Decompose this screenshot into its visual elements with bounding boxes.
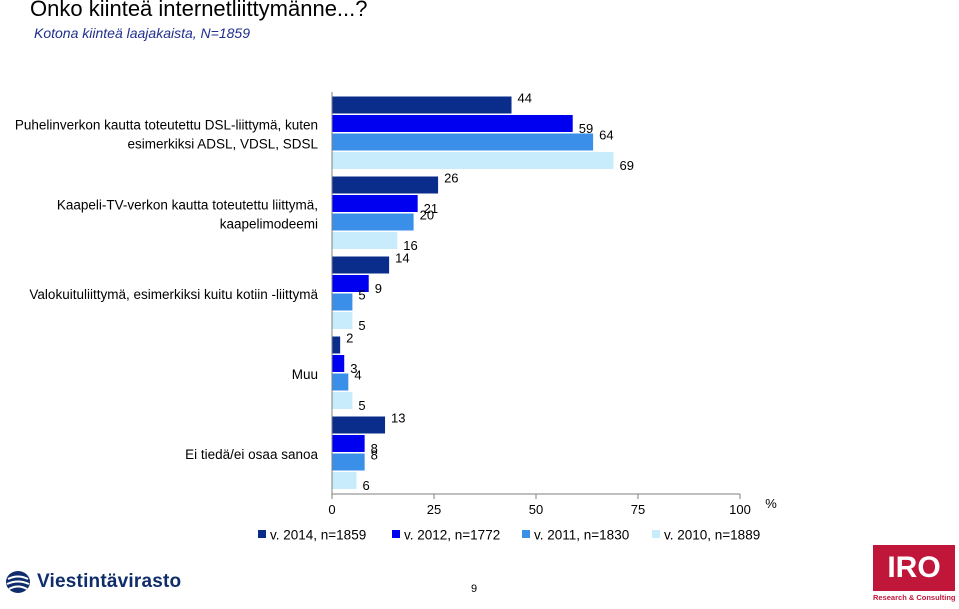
iro-logo-tagline: Research & Consulting <box>873 593 956 602</box>
bar <box>332 435 365 452</box>
legend-swatch <box>652 530 660 538</box>
bar <box>332 416 386 434</box>
legend-swatch <box>258 530 266 538</box>
bar-value-label: 6 <box>362 478 369 493</box>
bar-value-label: 5 <box>358 318 365 333</box>
bar-value-label: 2 <box>346 331 353 346</box>
bar-value-label: 69 <box>620 158 634 173</box>
bar-value-label: 8 <box>371 441 378 456</box>
bar-value-label: 26 <box>444 171 458 186</box>
bar-value-label: 13 <box>391 411 405 426</box>
bar <box>332 176 439 194</box>
bar-value-label: 14 <box>395 251 409 266</box>
bar-value-label: 4 <box>354 368 361 383</box>
bar-value-label: 64 <box>599 128 613 143</box>
bar-value-label: 44 <box>518 91 532 106</box>
legend-swatch <box>392 530 400 538</box>
x-tick-label: 100 <box>729 502 751 517</box>
bar-value-label: 8 <box>371 448 378 463</box>
category-label: kaapelimodeemi <box>220 217 318 232</box>
viestintavirasto-logo: Viestintävirasto <box>5 570 181 594</box>
bar-value-label: 5 <box>358 288 365 303</box>
bar <box>332 392 353 409</box>
bar <box>332 312 353 329</box>
legend-label: v. 2012, n=1772 <box>404 528 500 543</box>
iro-logo-mark: IRO <box>873 545 955 591</box>
bar-value-label: 3 <box>350 361 357 376</box>
bar-value-label: 59 <box>579 121 593 136</box>
legend-label: v. 2011, n=1830 <box>534 528 629 543</box>
x-tick-label: 25 <box>427 502 441 517</box>
logo-text: Viestintävirasto <box>37 571 182 592</box>
bar <box>332 373 349 391</box>
bar <box>332 96 512 114</box>
page-title: Onko kiinteä internetliittymänne...? <box>30 0 368 21</box>
bar <box>332 213 414 231</box>
bar <box>332 152 614 169</box>
x-axis-unit: % <box>765 496 777 511</box>
legend-label: v. 2014, n=1859 <box>270 528 366 543</box>
category-label: Puhelinverkon kautta toteutettu DSL-liit… <box>15 118 318 133</box>
bar <box>332 355 345 372</box>
legend-label: v. 2010, n=1889 <box>664 528 760 543</box>
category-label: esimerkiksi ADSL, VDSL, SDSL <box>127 137 318 152</box>
globe-icon <box>6 571 30 593</box>
page-number: 9 <box>471 583 478 595</box>
bar <box>332 336 341 354</box>
bar-value-label: 20 <box>420 208 434 223</box>
legend-swatch <box>522 530 530 538</box>
bar <box>332 256 390 274</box>
bar-value-label: 21 <box>424 201 438 216</box>
x-tick-label: 50 <box>529 502 543 517</box>
iro-logo: IRO Research & Consulting <box>873 545 956 609</box>
x-tick-label: 75 <box>631 502 645 517</box>
bar <box>332 232 398 249</box>
bar <box>332 195 418 212</box>
bar <box>332 133 594 151</box>
category-label: Muu <box>292 367 318 382</box>
bar-value-label: 9 <box>375 281 382 296</box>
bar <box>332 275 369 292</box>
bar <box>332 453 365 471</box>
bar-value-label: 16 <box>403 238 417 253</box>
bar <box>332 472 357 489</box>
category-label: Kaapeli-TV-verkon kautta toteutettu liit… <box>57 198 318 213</box>
x-tick-label: 0 <box>328 502 335 517</box>
bar <box>332 293 353 311</box>
category-label: Ei tiedä/ei osaa sanoa <box>185 447 318 462</box>
category-label: Valokuituliittymä, esimerkiksi kuitu kot… <box>29 287 318 302</box>
bar-value-label: 5 <box>358 398 365 413</box>
bar <box>332 115 573 132</box>
page-subtitle: Kotona kiinteä laajakaista, N=1859 <box>34 25 250 41</box>
